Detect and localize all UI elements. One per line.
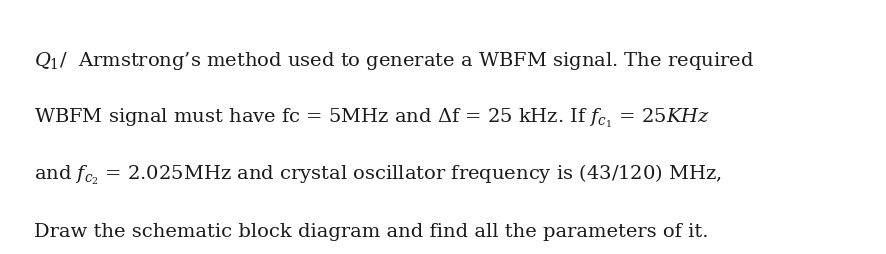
Text: Draw the schematic block diagram and find all the parameters of it.: Draw the schematic block diagram and fin… xyxy=(34,224,708,241)
Text: $\it{Q_1}$$\it{/}$  Armstrong’s method used to generate a WBFM signal. The requi: $\it{Q_1}$$\it{/}$ Armstrong’s method us… xyxy=(34,50,754,72)
Text: WBFM signal must have fc = 5MHz and $\Delta$f = 25 kHz. If $f_{c_1}$ = $\mathit{: WBFM signal must have fc = 5MHz and $\De… xyxy=(34,107,710,130)
Text: and $f_{c_2}$ = 2.025MHz and crystal oscillator frequency is (43/120) MHz,: and $f_{c_2}$ = 2.025MHz and crystal osc… xyxy=(34,163,722,187)
